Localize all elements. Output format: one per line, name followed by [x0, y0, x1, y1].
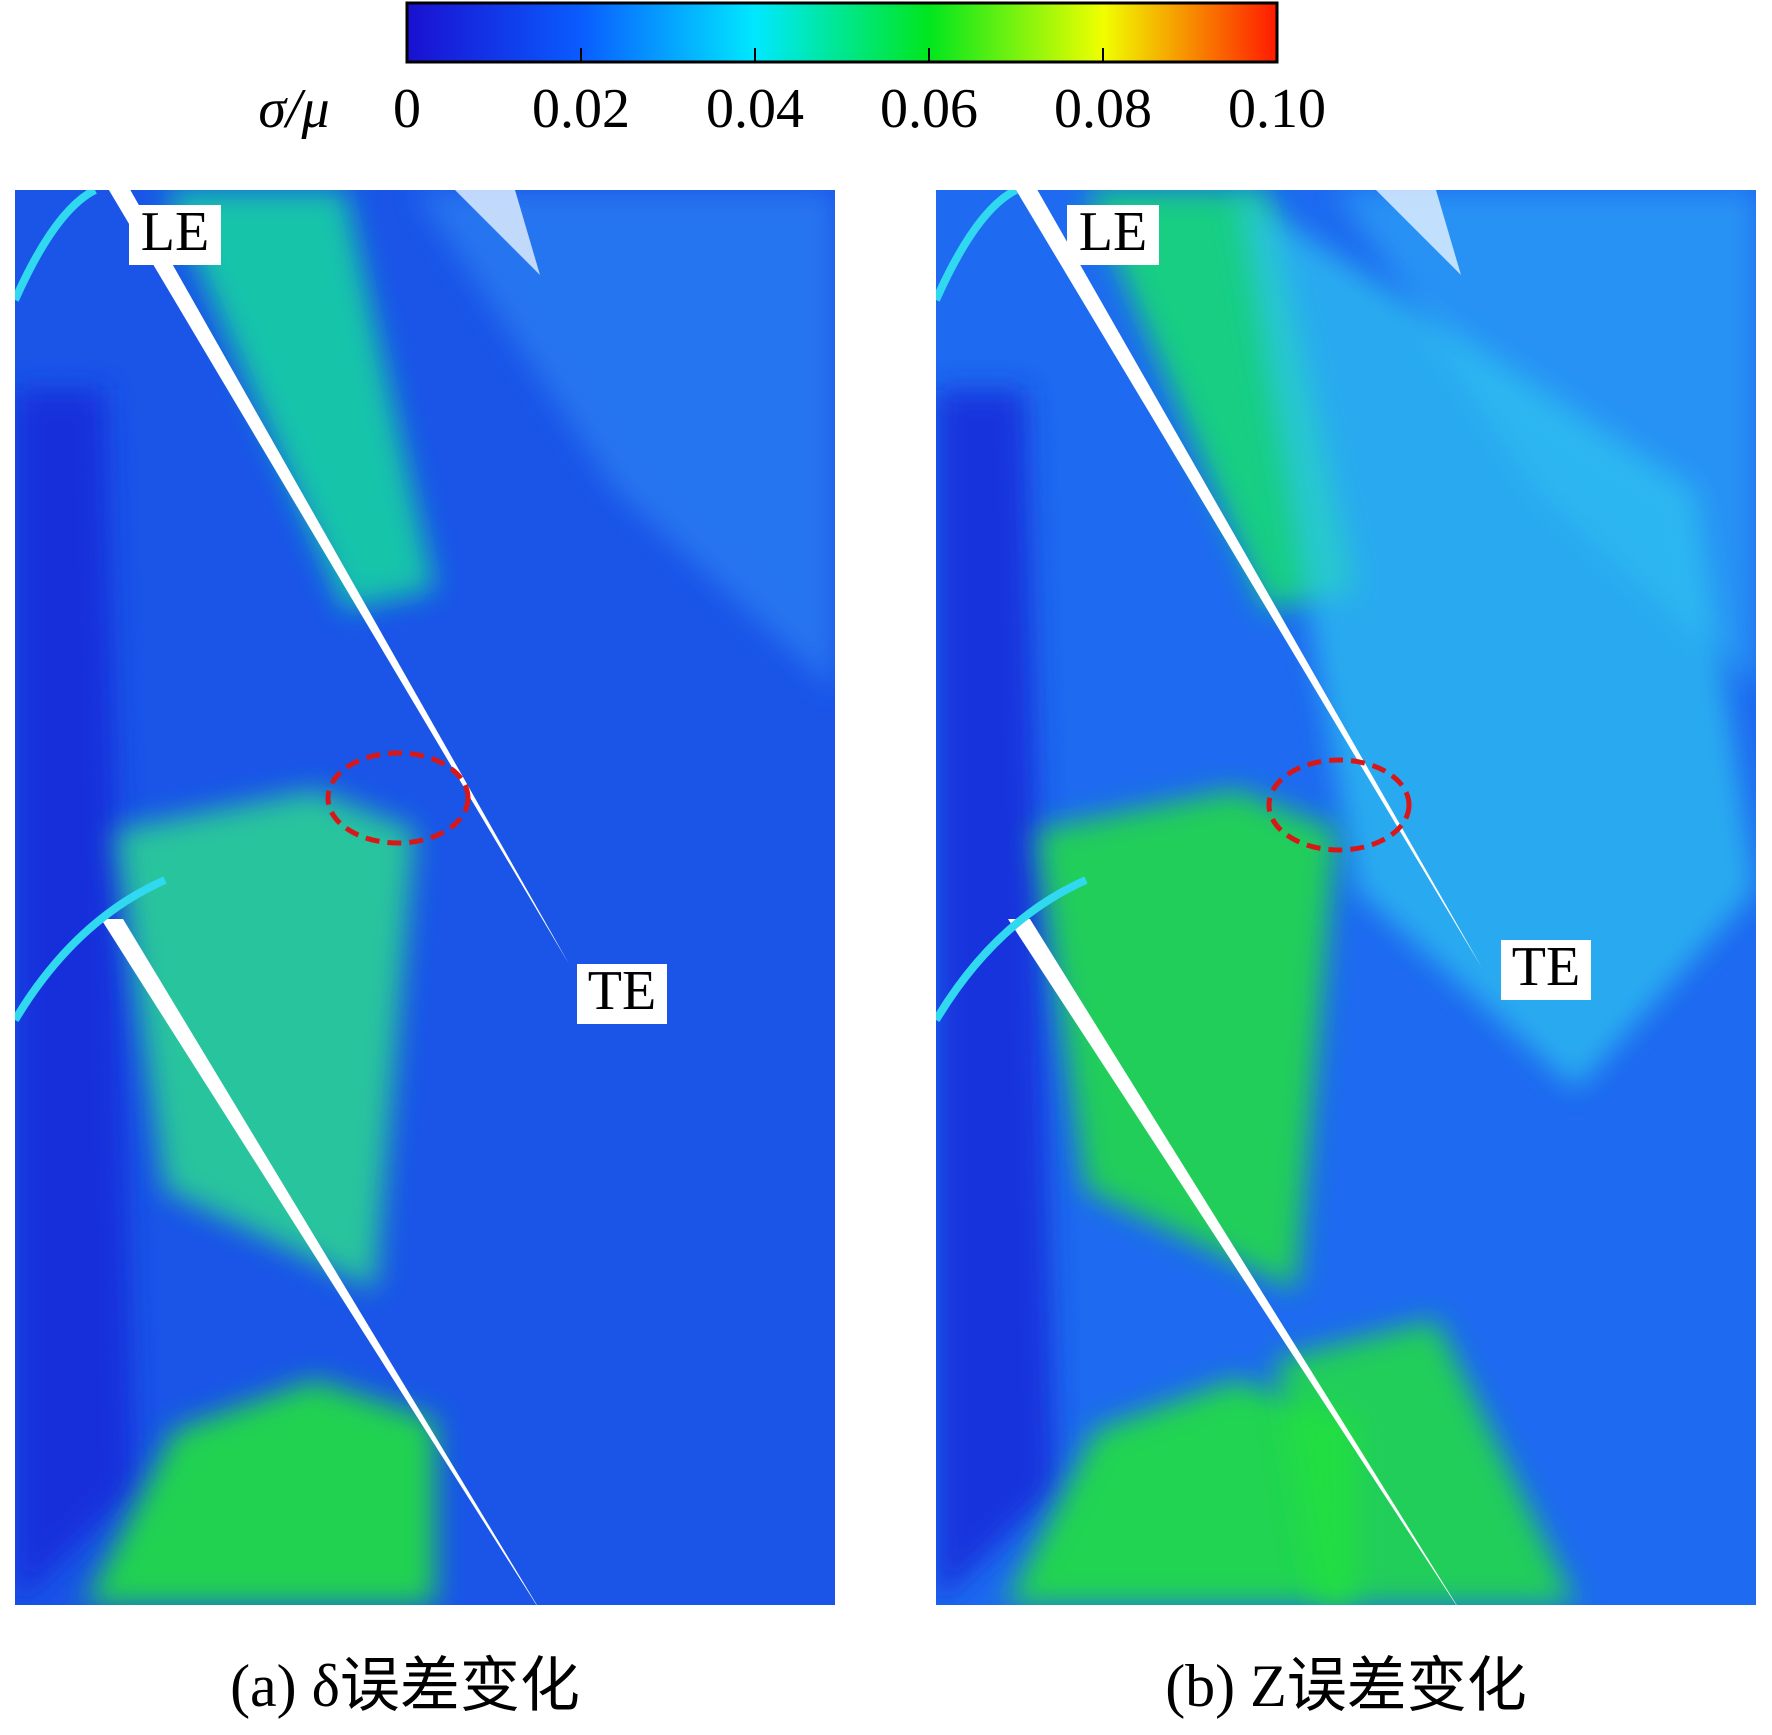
colorbar-tick-label: 0 [393, 78, 421, 140]
field-region [115, 790, 415, 1290]
te-label: TE [1512, 936, 1580, 998]
blade [101, 919, 537, 1605]
le-label: LE [141, 201, 209, 263]
shock-arc [15, 190, 97, 302]
colorbar-tick-label: 0.06 [880, 78, 978, 140]
blade-tip [1376, 190, 1461, 275]
field-region [15, 190, 835, 690]
shock-arc [15, 876, 167, 1023]
field-region [165, 190, 435, 610]
field-region [1006, 1380, 1356, 1605]
shock-arc [936, 876, 1088, 1023]
contour-panel [15, 190, 835, 1605]
colorbar-tick-label: 0.08 [1054, 78, 1152, 140]
le-label-box [1067, 205, 1159, 265]
te-label-box [1501, 940, 1591, 1000]
blade [1008, 919, 1457, 1605]
colorbar-tick-label: 0.02 [532, 78, 630, 140]
panel-caption: (a) δ误差变化 [230, 1653, 580, 1719]
le-label: LE [1079, 201, 1147, 263]
shock-arc [936, 190, 1018, 302]
field-region [1276, 1320, 1576, 1605]
highlight-ellipse [1266, 757, 1412, 853]
le-label-box [129, 205, 221, 265]
colorbar-label: σ/μ [258, 78, 329, 140]
field-region [1236, 190, 1756, 1090]
highlight-ellipse [325, 750, 471, 846]
blade [1015, 190, 1482, 968]
colorbar-tick-label: 0.10 [1228, 78, 1326, 140]
panel-caption: (b) Z误差变化 [1165, 1653, 1527, 1719]
blade-tip [455, 190, 540, 275]
field-region [936, 390, 1056, 1605]
colorbar [405, 1, 1279, 64]
field-region [936, 190, 1756, 690]
field-region [15, 390, 135, 1605]
contour-panel [936, 190, 1756, 1605]
field-region [85, 1380, 435, 1605]
te-label-box [577, 964, 667, 1024]
te-label: TE [588, 960, 656, 1022]
field-region [1036, 790, 1336, 1290]
colorbar-tick-label: 0.04 [706, 78, 804, 140]
